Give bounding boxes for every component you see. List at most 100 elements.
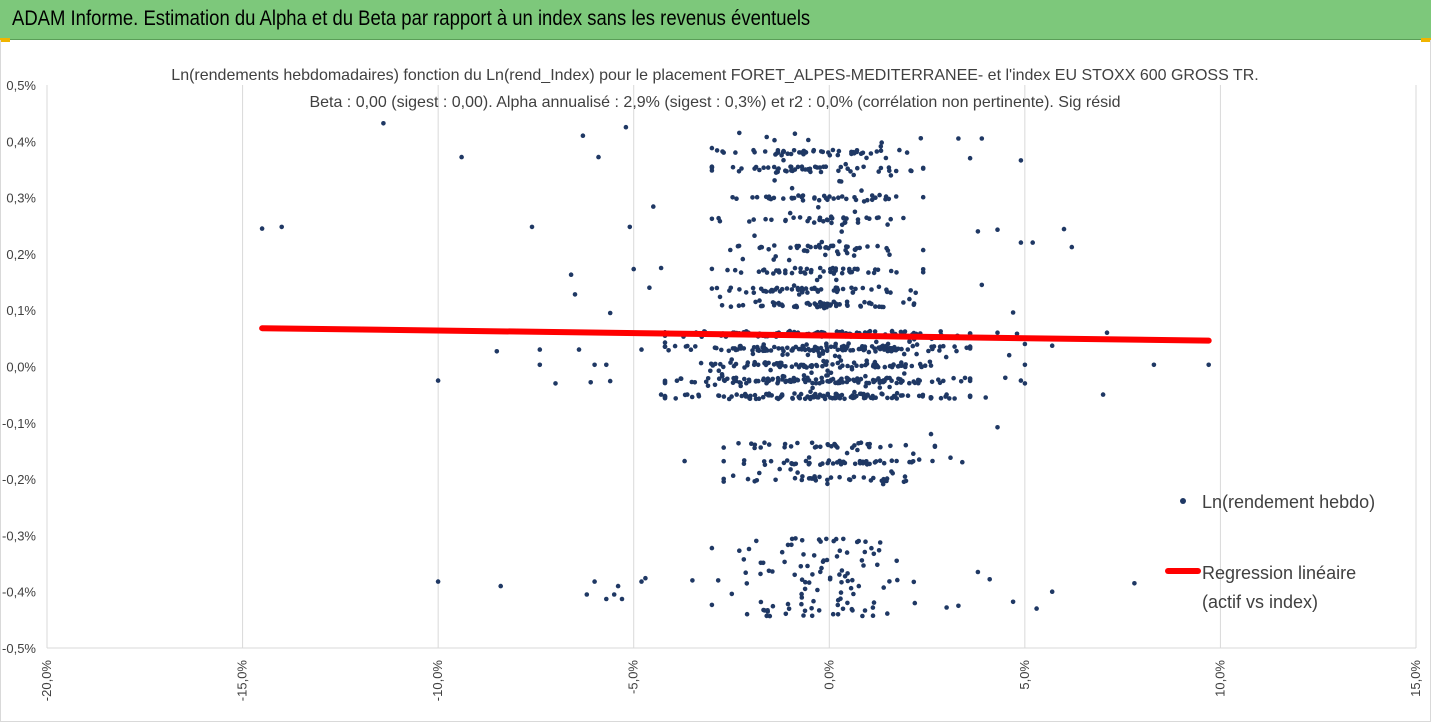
data-point [779, 549, 785, 555]
data-point [838, 590, 844, 595]
data-point [752, 150, 757, 155]
data-point [855, 267, 860, 272]
data-point [827, 575, 833, 581]
data-point [806, 455, 812, 460]
data-point [615, 583, 621, 589]
data-point [788, 245, 793, 250]
data-point [787, 210, 793, 216]
data-point [816, 608, 822, 613]
data-point [855, 165, 860, 171]
data-point [823, 196, 829, 201]
data-point [796, 395, 802, 401]
data-point [869, 395, 874, 401]
data-point [889, 329, 895, 335]
data-point [849, 285, 854, 291]
data-point [867, 444, 872, 450]
data-point [715, 578, 721, 583]
regression-line-group [259, 325, 1212, 344]
data-point [738, 383, 743, 389]
data-point [881, 585, 886, 590]
data-point [772, 301, 778, 306]
data-point [987, 577, 992, 582]
data-point [813, 391, 818, 397]
data-point [800, 167, 805, 172]
data-point [742, 376, 747, 382]
data-point [734, 196, 739, 201]
data-point [873, 304, 878, 309]
data-point [790, 395, 795, 401]
data-point [882, 364, 888, 370]
data-point [795, 440, 800, 446]
data-point [780, 377, 785, 382]
data-point [830, 396, 835, 401]
data-point [845, 303, 850, 309]
data-point [775, 375, 781, 381]
data-point [631, 266, 636, 272]
data-point [799, 601, 804, 607]
data-point [956, 136, 961, 141]
data-point [840, 266, 846, 272]
data-point [841, 536, 846, 542]
data-point [817, 299, 823, 305]
data-point [868, 478, 874, 483]
x-tick-label: 0,0% [821, 660, 836, 690]
data-point [799, 194, 804, 200]
data-point [709, 216, 715, 222]
data-point [827, 153, 833, 158]
data-point [716, 368, 722, 374]
data-point [818, 287, 824, 292]
data-point [903, 478, 909, 484]
data-point [773, 152, 778, 157]
data-point [639, 347, 644, 352]
data-point [820, 461, 825, 466]
data-point [776, 300, 781, 306]
data-point [825, 373, 830, 378]
data-point [1061, 226, 1067, 232]
data-point [839, 270, 845, 276]
data-point [844, 550, 850, 555]
y-tick-label: 0,4% [6, 134, 36, 149]
data-point [820, 363, 825, 369]
data-point [877, 385, 883, 390]
data-point [839, 344, 845, 350]
data-point [930, 458, 935, 464]
data-point [801, 248, 807, 253]
data-point [817, 217, 822, 223]
data-point [979, 136, 985, 141]
data-point [753, 379, 759, 384]
data-point [773, 287, 778, 292]
data-point [799, 347, 804, 352]
data-point [712, 382, 718, 388]
data-point [926, 348, 931, 354]
data-point [864, 215, 869, 220]
data-point [780, 149, 786, 155]
data-point [666, 348, 671, 353]
data-point [836, 354, 842, 360]
data-point [914, 342, 920, 347]
data-point [927, 359, 933, 365]
y-tick-label: -0,5% [2, 641, 36, 656]
data-point [909, 363, 915, 369]
data-point [791, 215, 796, 220]
data-point [841, 215, 846, 220]
data-point [1003, 375, 1008, 381]
data-point [762, 440, 767, 446]
data-point [838, 179, 844, 184]
data-point [871, 362, 876, 368]
data-point [775, 380, 780, 386]
data-point [740, 256, 746, 262]
data-point [895, 577, 900, 583]
data-point [967, 376, 973, 382]
data-point [916, 393, 922, 399]
data-point [995, 227, 1000, 232]
data-point [716, 215, 721, 221]
data-point [905, 347, 911, 352]
data-point [809, 440, 815, 446]
data-point [882, 477, 888, 483]
data-point [813, 380, 819, 386]
data-point [815, 287, 820, 293]
data-point [709, 266, 715, 272]
data-point [911, 379, 916, 384]
data-point [948, 455, 953, 461]
